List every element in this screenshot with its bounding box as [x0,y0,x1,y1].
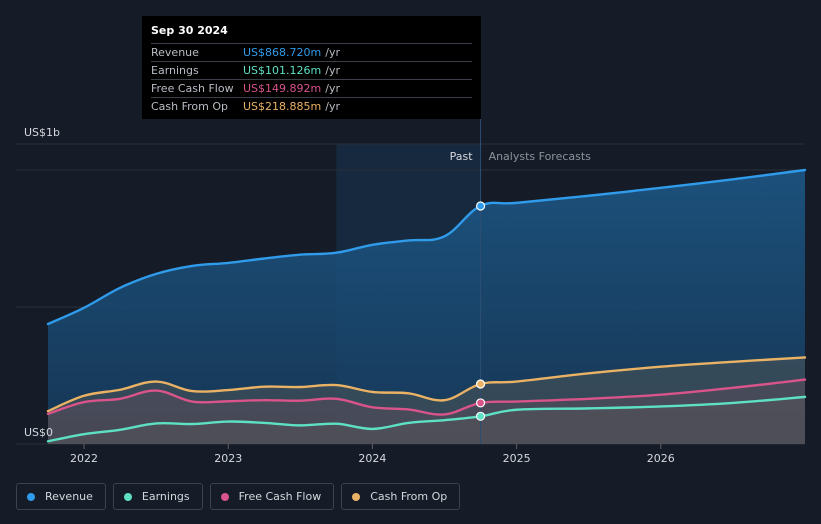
x-tick-label: 2024 [358,452,386,465]
forecast-label: Analysts Forecasts [489,150,592,163]
legend-dot-icon [352,492,361,501]
tooltip-unit: /yr [325,100,340,113]
legend: Revenue Earnings Free Cash Flow Cash Fro… [16,483,461,510]
legend-label: Revenue [45,490,93,503]
x-tick-label: 2025 [503,452,531,465]
x-axis-ticks: 2022 2023 2024 2025 2026 [70,444,675,465]
line-revenue [46,168,807,326]
legend-item-revenue[interactable]: Revenue [16,483,106,510]
legend-label: Cash From Op [370,490,448,503]
y-axis-bottom-label: US$0 [24,426,53,439]
legend-label: Earnings [141,490,190,503]
legend-item-cash-from-op[interactable]: Cash From Op [341,483,461,510]
tooltip-unit: /yr [325,46,340,59]
legend-item-earnings[interactable]: Earnings [112,483,203,510]
marker-earnings [475,411,486,421]
legend-dot-icon [123,492,132,501]
line-cash-from-op [46,356,807,413]
tooltip-value: US$149.892m [243,82,322,95]
marker-free-cash-flow [475,398,486,408]
x-tick-label: 2023 [214,452,242,465]
tooltip: Sep 30 2024 Revenue US$868.720m /yr Earn… [142,16,481,119]
tooltip-row-cash-from-op: Cash From Op US$218.885m /yr [151,97,472,115]
tooltip-row-free-cash-flow: Free Cash Flow US$149.892m /yr [151,79,472,97]
legend-dot-icon [27,492,35,501]
marker-cash-from-op [475,379,486,389]
legend-label: Free Cash Flow [238,490,322,503]
tooltip-value: US$868.720m [243,46,322,59]
tooltip-value: US$101.126m [243,64,322,77]
tooltip-value: US$218.885m [243,100,322,113]
tooltip-unit: /yr [325,64,340,77]
line-earnings [46,395,807,443]
tooltip-date: Sep 30 2024 [151,24,228,37]
tooltip-label: Cash From Op [151,100,229,113]
series-markers [475,201,486,421]
tooltip-unit: /yr [325,82,340,95]
legend-dot-icon [220,492,229,501]
area-free-cash-flow [48,379,805,444]
tooltip-label: Free Cash Flow [151,82,234,95]
tooltip-row-earnings: Earnings US$101.126m /yr [151,61,472,79]
series-lines [46,168,807,443]
legend-item-free-cash-flow[interactable]: Free Cash Flow [209,483,335,510]
tooltip-label: Revenue [151,46,199,59]
x-tick-label: 2026 [647,452,675,465]
tooltip-label: Earnings [151,64,199,77]
marker-revenue [475,201,486,211]
y-axis-top-label: US$1b [24,126,60,139]
past-label: Past [450,150,474,163]
tooltip-row-revenue: Revenue US$868.720m /yr [151,43,472,61]
line-free-cash-flow [46,378,807,416]
area-revenue [48,170,805,444]
x-tick-label: 2022 [70,452,98,465]
